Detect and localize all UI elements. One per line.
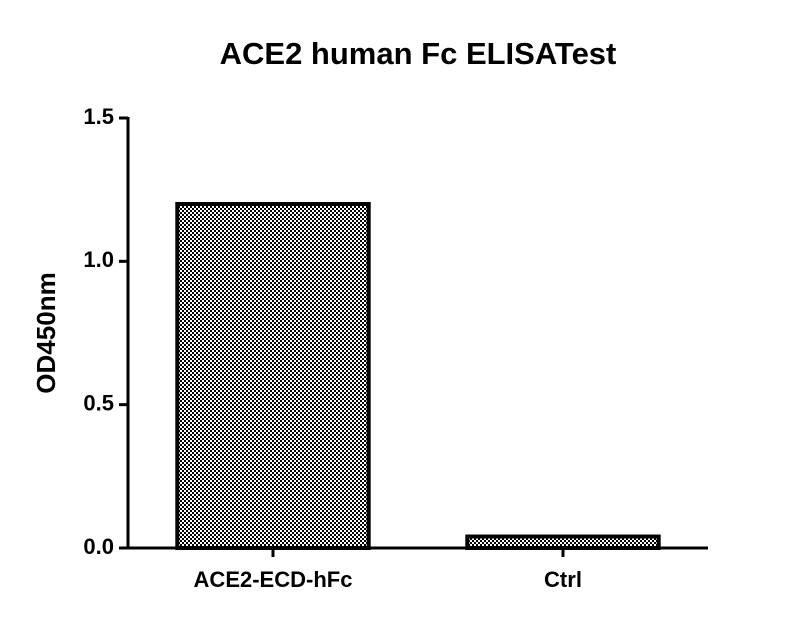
x-tick-label: Ctrl	[544, 567, 582, 592]
x-tick-label: ACE2-ECD-hFc	[194, 567, 353, 592]
chart-title: ACE2 human Fc ELISATest	[220, 36, 617, 71]
bar	[175, 202, 371, 550]
y-tick-label: 0.5	[83, 390, 114, 415]
y-tick-label: 1.0	[83, 247, 114, 272]
bar	[465, 534, 661, 550]
y-tick-label: 1.5	[83, 104, 114, 129]
y-axis-label: OD450nm	[31, 272, 61, 393]
y-tick-label: 0.0	[83, 534, 114, 559]
